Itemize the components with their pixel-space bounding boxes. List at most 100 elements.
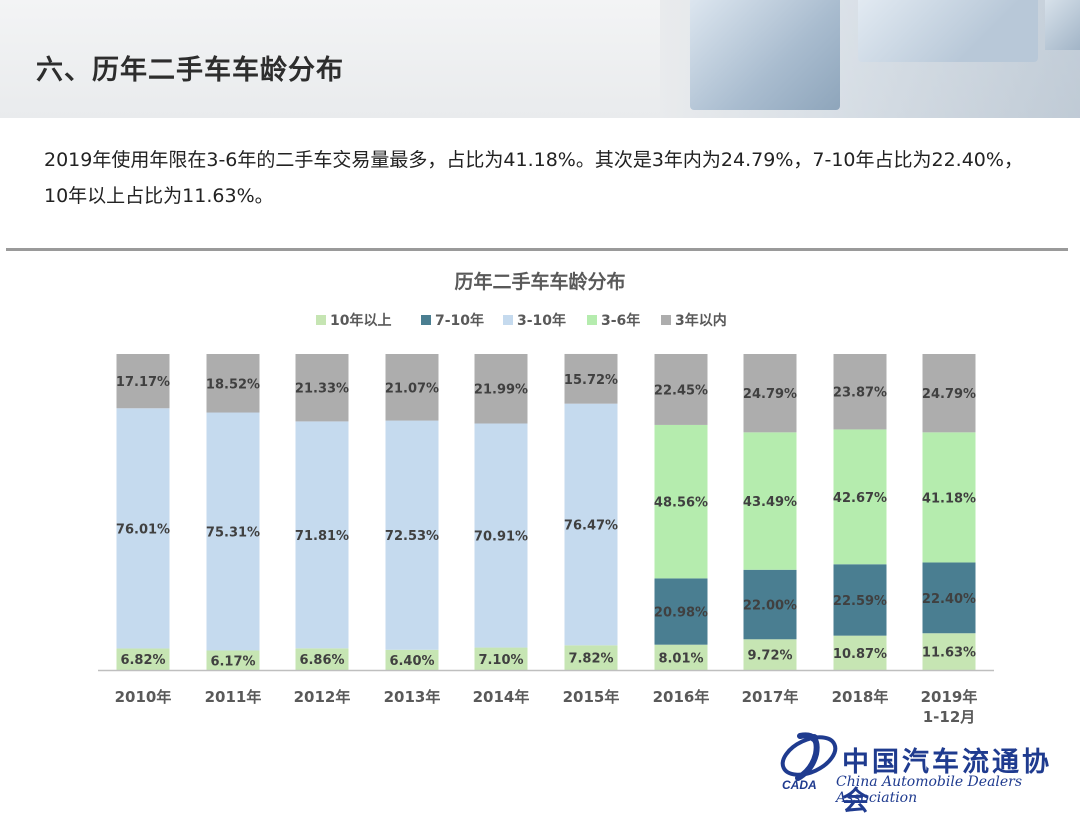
legend-swatch — [503, 315, 513, 325]
legend-label: 3年以内 — [675, 312, 727, 329]
x-tick-label: 1-12月 — [923, 708, 976, 726]
legend-label: 3-10年 — [517, 312, 566, 329]
data-label: 22.00% — [743, 599, 797, 614]
chart-title: 历年二手车车龄分布 — [454, 270, 625, 293]
data-label: 76.47% — [564, 518, 618, 533]
legend-label: 7-10年 — [435, 312, 484, 329]
decor-cube-image — [690, 0, 840, 110]
bar-segment — [564, 403, 618, 646]
data-label: 22.45% — [654, 383, 708, 398]
data-label: 22.59% — [833, 594, 887, 609]
data-label: 20.98% — [654, 606, 708, 621]
legend-swatch — [316, 315, 326, 325]
cada-logo: CADA 中国汽车流通协会 China Automobile Dealers A… — [770, 722, 1070, 817]
data-label: 17.17% — [116, 375, 170, 390]
data-label: 24.79% — [743, 387, 797, 402]
bar-segment — [654, 424, 708, 579]
bar-segment — [833, 564, 887, 636]
bar-segment — [922, 562, 976, 634]
data-label: 75.31% — [206, 526, 260, 541]
legend-label: 3-6年 — [601, 312, 640, 329]
data-label: 22.40% — [922, 592, 976, 607]
x-tick-label: 2017年 — [742, 688, 799, 706]
x-tick-label: 2011年 — [205, 688, 262, 706]
data-label: 18.52% — [206, 377, 260, 392]
bar-segment — [922, 354, 976, 433]
data-label: 72.53% — [385, 529, 439, 544]
bar-segment — [385, 420, 439, 650]
data-label: 6.86% — [299, 653, 344, 668]
bar-segment — [474, 647, 528, 670]
stacked-bar-chart: 历年二手车车龄分布 10年以上 7-10年 3-10年 3-6年 3年以内 6.82% 76.… — [98, 270, 994, 726]
bar-segment — [474, 423, 528, 648]
bar-segment — [206, 354, 260, 413]
data-label: 76.01% — [116, 522, 170, 537]
data-label: 7.10% — [478, 653, 523, 668]
bar-segment — [922, 432, 976, 563]
bar-segment — [743, 569, 797, 640]
data-label: 41.18% — [922, 491, 976, 506]
bar-segment — [654, 578, 708, 645]
data-label: 8.01% — [658, 651, 703, 666]
data-label: 48.56% — [654, 496, 708, 511]
bar-segment — [564, 353, 618, 404]
description-text: 2019年使用年限在3-6年的二手车交易量最多，占比为41.18%。其次是3年内… — [44, 149, 1023, 207]
bar-segment — [833, 635, 887, 670]
data-label: 10.87% — [833, 647, 887, 662]
bar-segment — [206, 650, 260, 670]
data-label: 21.07% — [385, 381, 439, 396]
bar-segment — [654, 644, 708, 670]
bar-segment — [474, 354, 528, 424]
data-label: 6.40% — [389, 654, 434, 669]
legend-swatch — [421, 315, 431, 325]
data-label: 24.79% — [922, 387, 976, 402]
cada-logo-icon: CADA — [780, 732, 838, 792]
x-tick-label: 2013年 — [384, 688, 441, 706]
legend-label: 10年以上 — [330, 312, 391, 329]
legend-swatch — [661, 315, 671, 325]
header-banner: 六、历年二手车车龄分布 — [0, 0, 1080, 118]
bar-segment — [116, 648, 170, 670]
page-title: 六、历年二手车车龄分布 — [36, 55, 344, 86]
x-tick-label: 2010年 — [115, 688, 172, 706]
data-label: 71.81% — [295, 529, 349, 544]
bar-segment — [385, 649, 439, 670]
x-tick-label: 2018年 — [832, 688, 889, 706]
bar-segment — [922, 633, 976, 670]
bar-segment — [743, 354, 797, 433]
data-label: 42.67% — [833, 491, 887, 506]
data-label: 21.33% — [295, 382, 349, 397]
data-label: 6.82% — [120, 653, 165, 668]
bar-segment — [833, 429, 887, 565]
bar-segment — [743, 432, 797, 570]
bar-segment — [116, 354, 170, 409]
bar-segment — [654, 354, 708, 425]
bar-segment — [833, 354, 887, 430]
decor-cube-image — [1045, 0, 1080, 50]
x-tick-label: 2019年 — [921, 688, 978, 706]
data-label: 21.99% — [474, 383, 528, 398]
x-tick-label: 2016年 — [653, 688, 710, 706]
bar-segment — [295, 421, 349, 649]
data-label: 15.72% — [564, 373, 618, 388]
bar-segment — [295, 354, 349, 422]
logo-abbr: CADA — [782, 778, 817, 792]
data-label: 6.17% — [210, 654, 255, 669]
x-tick-label: 2012年 — [294, 688, 351, 706]
data-label: 23.87% — [833, 386, 887, 401]
data-label: 70.91% — [474, 530, 528, 545]
x-tick-label: 2015年 — [563, 688, 620, 706]
bar-segment — [116, 408, 170, 649]
logo-english-name: China Automobile Dealers Association — [836, 774, 1023, 806]
x-tick-label: 2014年 — [473, 688, 530, 706]
bar-segment — [206, 412, 260, 651]
legend-swatch — [587, 315, 597, 325]
bar-segment — [385, 354, 439, 421]
data-label: 43.49% — [743, 495, 797, 510]
bar-segment — [295, 648, 349, 670]
bar-segment — [743, 639, 797, 670]
data-label: 7.82% — [568, 652, 613, 667]
data-label: 11.63% — [922, 646, 976, 661]
decor-cube-image — [858, 0, 1038, 62]
section-divider — [6, 248, 1068, 251]
